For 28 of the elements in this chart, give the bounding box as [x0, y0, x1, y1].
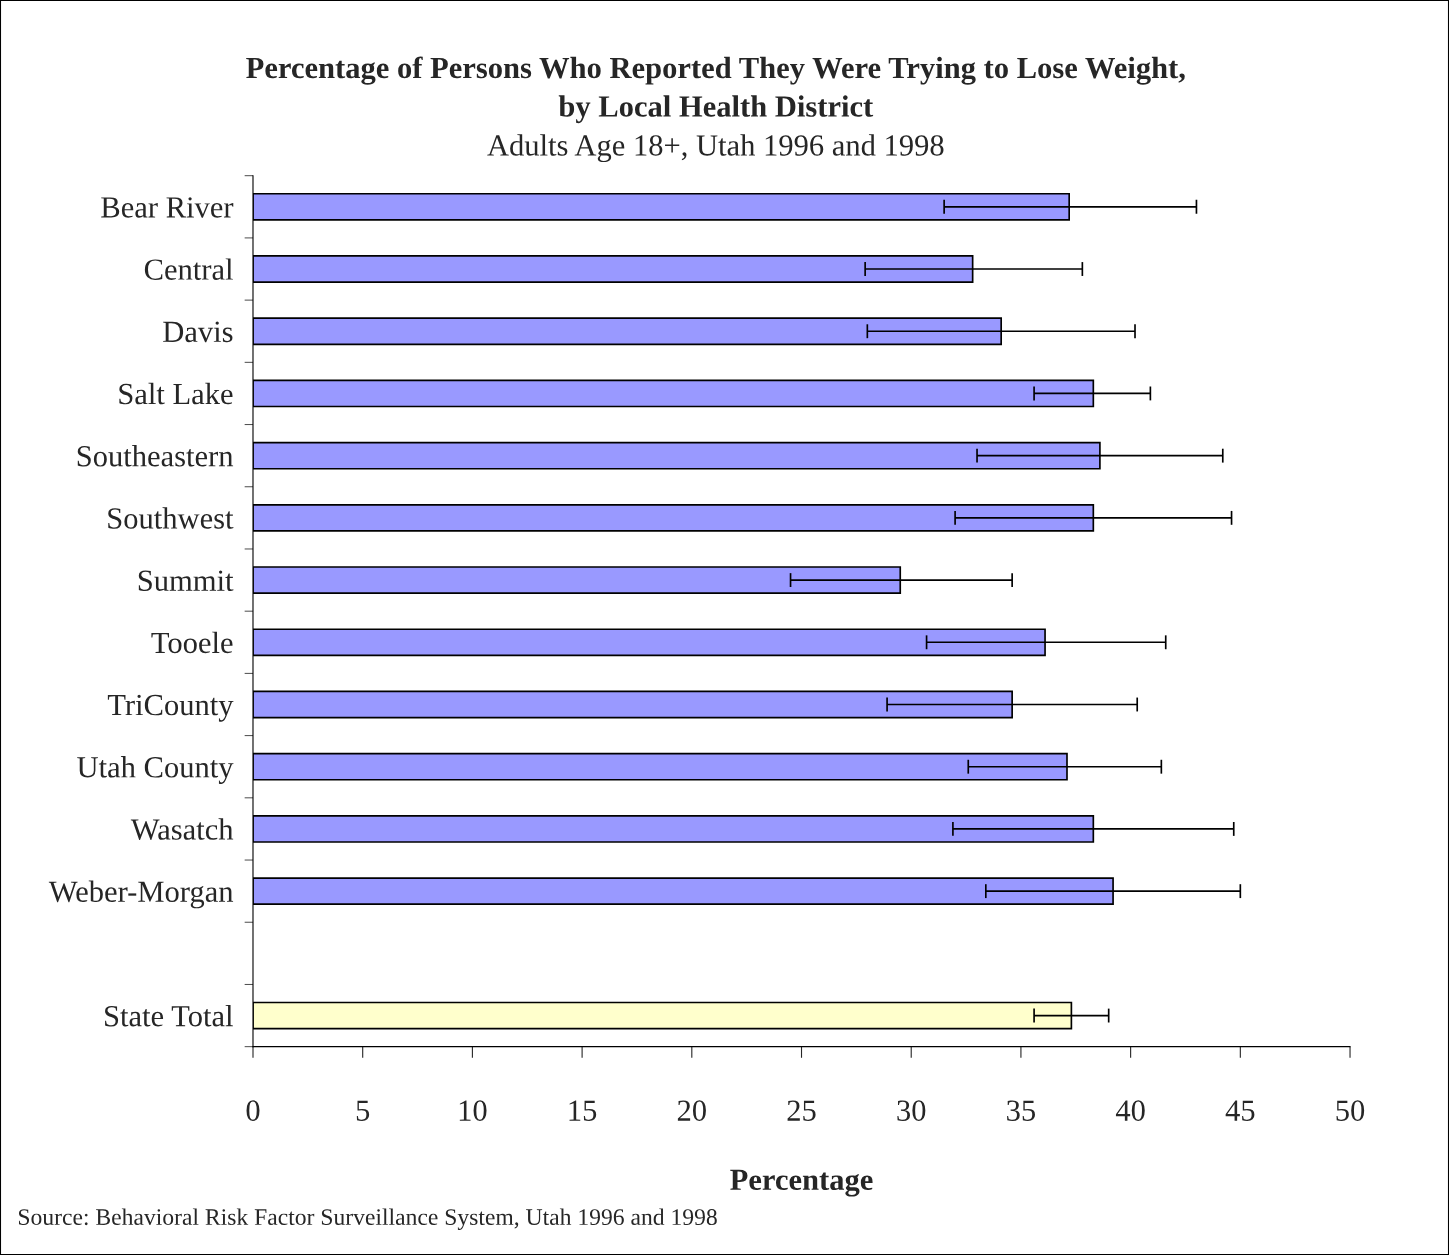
- y-tick-label: Wasatch: [130, 818, 234, 840]
- y-tick-label: State Total: [105, 1004, 233, 1027]
- x-tick-label: 10: [459, 1100, 487, 1121]
- y-tick-label: Southwest: [108, 507, 234, 529]
- x-tick-label: 30: [897, 1100, 926, 1121]
- y-tick-label: TriCounty: [107, 694, 234, 722]
- chart-subtitle: Adults Age 18+, Utah 1996 and 1998: [487, 134, 944, 163]
- x-tick-label: 20: [677, 1100, 706, 1121]
- source-note: Source: Behavioral Risk Factor Surveillance System, Utah 1996 and 1998: [18, 1208, 717, 1230]
- y-tick-label: Southeastern: [77, 445, 234, 467]
- y-tick-label: Central: [144, 258, 233, 280]
- chart-title: Percentage of Persons Who Reported They Were Trying to Lose Weight, by Local Health District: [246, 56, 1185, 124]
- y-tick-label: Davis: [163, 321, 233, 343]
- x-tick-label: 25: [787, 1100, 816, 1121]
- y-tick-label: Summit: [138, 570, 234, 591]
- y-tick-label: Bear River: [101, 197, 234, 218]
- x-tick-label: 45: [1225, 1100, 1255, 1121]
- y-tick-label: Weber-Morgan: [48, 880, 234, 909]
- x-tick-label: 50: [1336, 1100, 1365, 1121]
- x-tick-label: 35: [1007, 1100, 1036, 1121]
- x-axis-title: Percentage: [730, 1169, 873, 1197]
- x-tick-label: 5: [356, 1100, 370, 1121]
- y-tick-label: Salt Lake: [119, 382, 233, 405]
- x-tick-label: 40: [1115, 1100, 1145, 1121]
- y-tick-label: Utah County: [77, 756, 234, 784]
- y-tick-label: Tooele: [151, 631, 233, 654]
- x-tick-label: 15: [569, 1100, 597, 1121]
- x-tick-label: 0: [246, 1100, 260, 1121]
